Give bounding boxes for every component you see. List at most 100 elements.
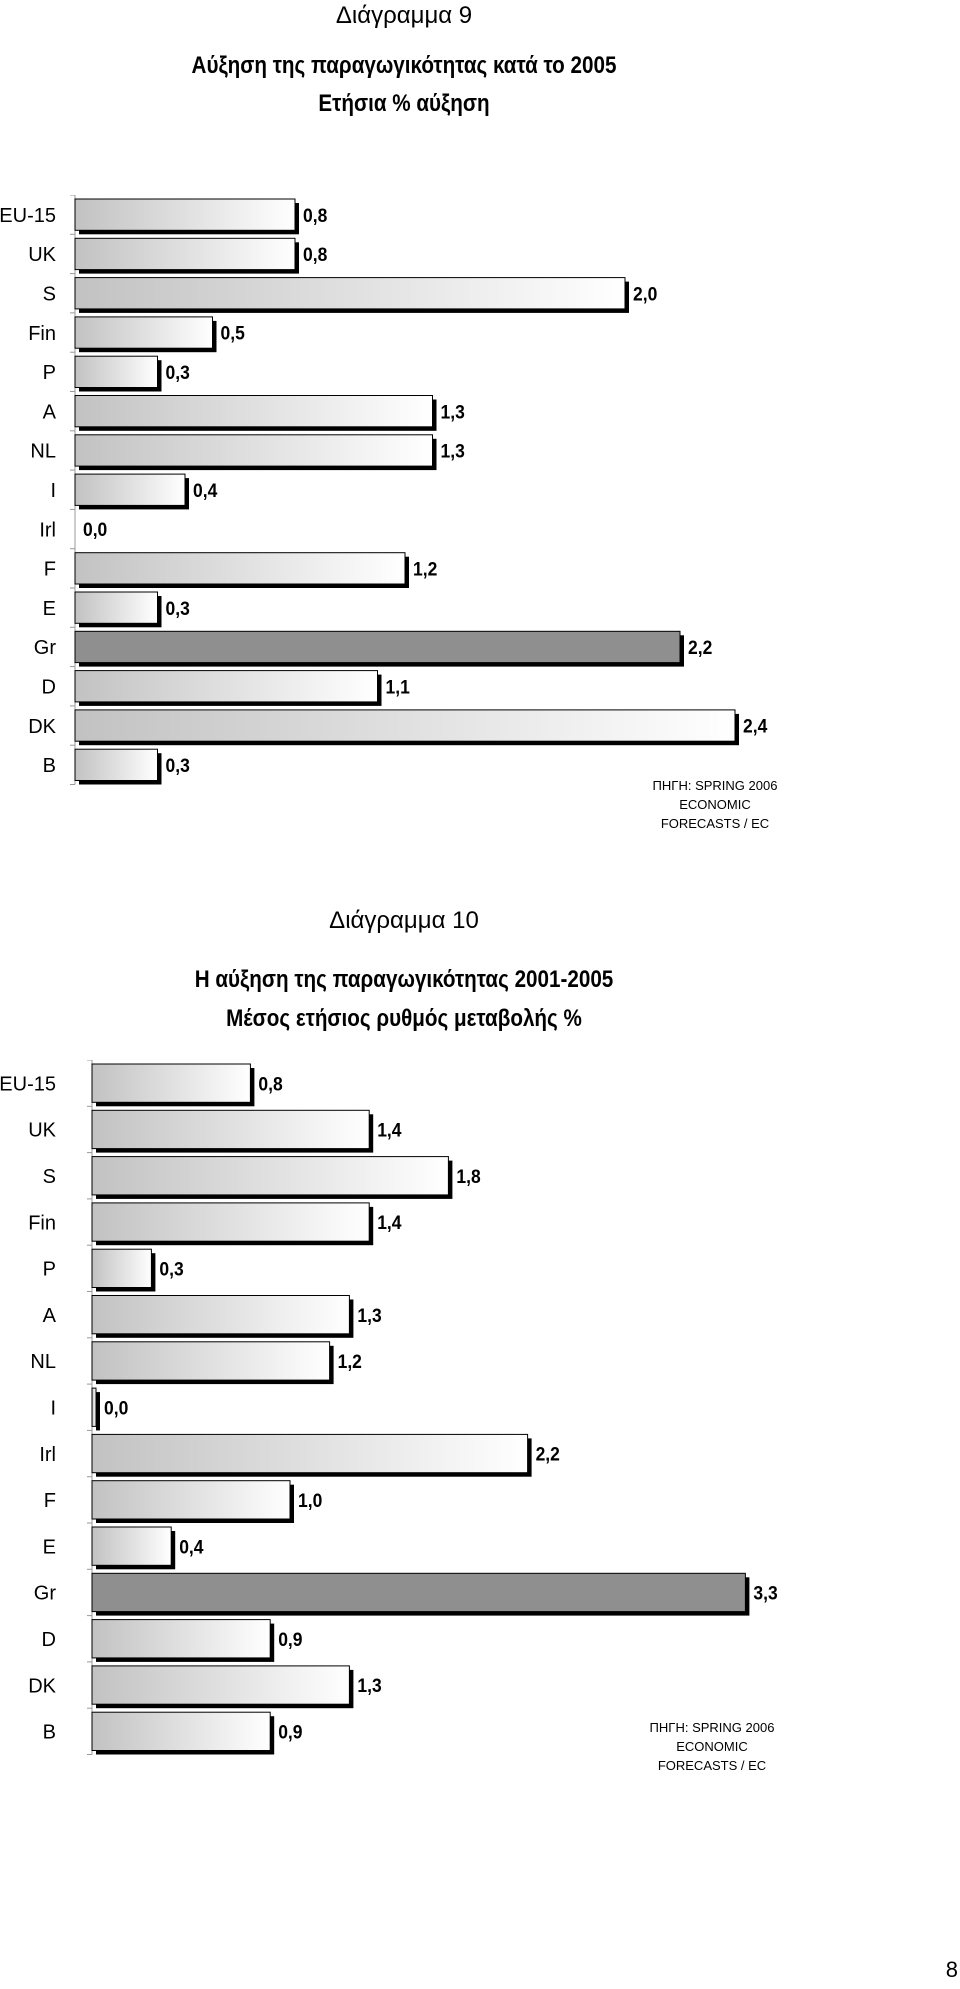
category-label: DK: [28, 716, 56, 738]
chart2-source-line: ECONOMIC: [676, 1739, 748, 1754]
chart1-source-line: ECONOMIC: [679, 797, 751, 812]
category-label: UK: [28, 1120, 56, 1142]
bar-uk: [91, 1109, 370, 1150]
category-label: EU-15: [0, 1073, 56, 1095]
bar-i: [91, 1387, 97, 1427]
category-label: EU-15: [0, 205, 56, 227]
bar-shadow: [96, 1392, 100, 1431]
chart1-source: ΠΗΓΗ: SPRING 2006 ECONOMIC FORECASTS / E…: [635, 776, 795, 833]
bar-gr: [91, 1572, 746, 1613]
bar-eu-15: [74, 198, 296, 231]
chart2-source: ΠΗΓΗ: SPRING 2006 ECONOMIC FORECASTS / E…: [632, 1718, 792, 1775]
category-label: NL: [30, 1351, 56, 1373]
bar-s: [74, 277, 626, 310]
bar-dk: [74, 709, 736, 742]
bar-s: [91, 1156, 449, 1196]
category-label: E: [43, 598, 56, 620]
chart1-source-line: FORECASTS / EC: [660, 816, 770, 831]
page-number: 8: [945, 1957, 958, 1982]
data-label: 2,2: [536, 1443, 560, 1465]
bar-p: [91, 1248, 152, 1288]
category-label: P: [43, 362, 56, 384]
bar-irl: [91, 1433, 529, 1474]
data-label: 0,8: [303, 243, 327, 265]
category-label: Fin: [28, 323, 56, 345]
category-label: DK: [28, 1675, 56, 1697]
data-label: 0,8: [303, 204, 327, 226]
bar-b: [91, 1711, 271, 1752]
data-label: 0,4: [179, 1536, 204, 1558]
category-label: Gr: [34, 1583, 57, 1605]
data-label: 1,4: [377, 1119, 402, 1141]
data-label: 0,3: [166, 361, 190, 383]
bar-nl: [74, 434, 433, 467]
data-label: 0,0: [83, 519, 107, 541]
data-label: 1,1: [386, 676, 410, 698]
data-label: 1,4: [377, 1212, 402, 1234]
bar-f: [91, 1480, 291, 1520]
category-label: Irl: [39, 519, 56, 541]
bar-f: [74, 552, 406, 585]
category-label: UK: [28, 244, 56, 266]
category-label: S: [43, 1166, 56, 1188]
bar-fin: [74, 316, 213, 349]
bar-nl: [91, 1341, 331, 1381]
bar-a: [91, 1295, 350, 1335]
chart1-source-line: ΠΗΓΗ: SPRING 2006: [652, 778, 778, 793]
chart2-source-line: FORECASTS / EC: [657, 1758, 767, 1773]
chart2-plot: EU-15 0,8 UK 1,4 S 1,8 Fin 1,4 P 0,3 A 1,3 NL 1,2 I 0,0…: [0, 1060, 778, 1755]
data-label: 0,5: [221, 322, 245, 344]
category-label: D: [42, 676, 56, 698]
bar-d: [91, 1619, 271, 1659]
bar-uk: [74, 237, 296, 271]
data-label: 1,8: [456, 1165, 480, 1187]
data-label: 0,0: [104, 1397, 128, 1419]
chart1-heading: Διάγραμμα 9: [335, 2, 473, 29]
chart1-subtitle: Ετήσια % αύξηση: [318, 90, 490, 117]
chart2-heading: Διάγραμμα 10: [329, 907, 479, 934]
category-label: I: [50, 480, 56, 502]
category-label: B: [43, 1722, 56, 1744]
bar-gr: [74, 630, 681, 664]
data-label: 1,3: [441, 401, 465, 423]
bar-i: [74, 473, 186, 506]
data-label: 0,9: [278, 1628, 302, 1650]
bar-a: [74, 395, 433, 428]
data-label: 0,3: [159, 1258, 183, 1280]
category-label: I: [50, 1397, 56, 1419]
bar-e: [74, 591, 158, 624]
category-label: P: [43, 1259, 56, 1281]
data-label: 1,3: [357, 1675, 381, 1697]
data-label: 1,0: [298, 1489, 322, 1511]
chart1-title: Αύξηση της παραγωγικότητας κατά το 2005: [191, 52, 617, 79]
category-label: E: [43, 1536, 56, 1558]
data-label: 2,4: [743, 715, 768, 737]
category-label: F: [44, 1490, 56, 1512]
chart2-source-line: ΠΗΓΗ: SPRING 2006: [649, 1720, 775, 1735]
category-label: Gr: [34, 637, 57, 659]
bar-b: [74, 748, 158, 782]
data-label: 2,2: [688, 636, 712, 658]
category-label: B: [43, 755, 56, 777]
data-label: 0,8: [258, 1073, 282, 1095]
chart1-plot: EU-15 0,8 UK 0,8 S 2,0 Fin 0,5 P 0,3 A 1,3 NL 1,3 I 0,4…: [0, 195, 768, 785]
bar-dk: [91, 1665, 350, 1705]
bar-p: [74, 355, 158, 388]
category-label: A: [43, 401, 57, 423]
chart2-title: Η αύξηση της παραγωγικότητας 2001-2005: [194, 966, 614, 993]
data-label: 0,9: [278, 1721, 302, 1743]
data-label: 1,2: [338, 1350, 362, 1372]
category-label: S: [43, 283, 56, 305]
chart2-subtitle: Μέσος ετήσιος ρυθμός μεταβολής %: [226, 1005, 582, 1032]
bar-e: [91, 1526, 172, 1566]
bar-d: [74, 670, 378, 703]
category-label: F: [44, 559, 56, 581]
category-label: Irl: [39, 1444, 56, 1466]
data-label: 1,3: [357, 1304, 381, 1326]
data-label: 2,0: [633, 283, 657, 305]
category-label: A: [43, 1305, 57, 1327]
data-label: 1,2: [413, 558, 437, 580]
data-label: 1,3: [441, 440, 465, 462]
data-label: 0,3: [166, 754, 190, 776]
category-label: D: [42, 1629, 56, 1651]
